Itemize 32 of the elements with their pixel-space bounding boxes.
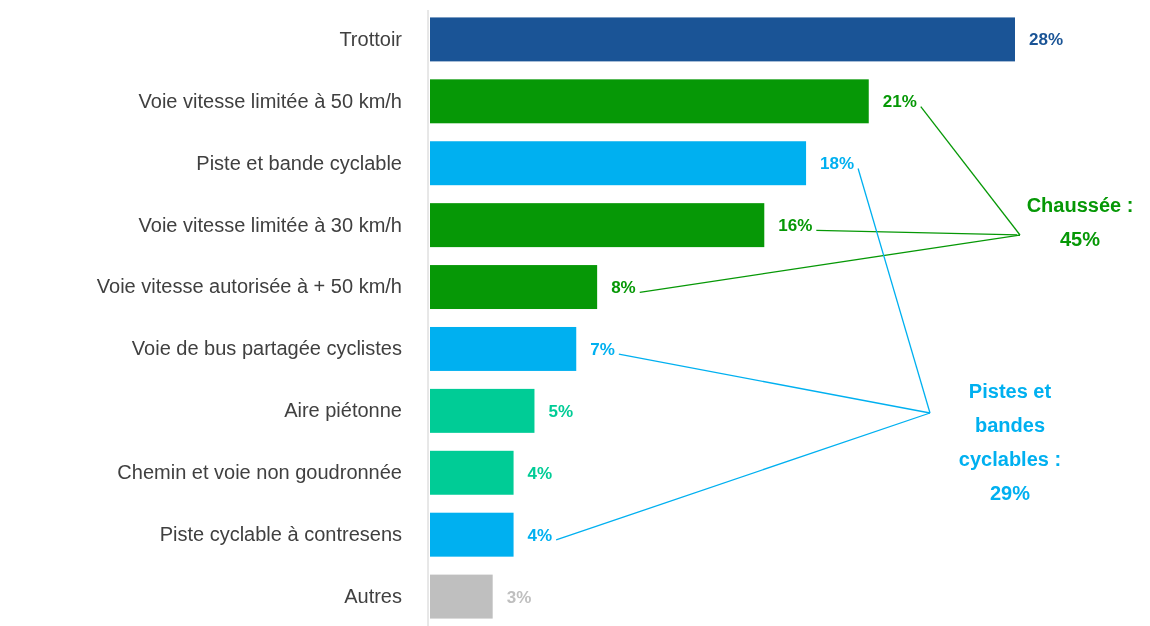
bar <box>430 326 577 371</box>
data-label: 7% <box>590 339 615 359</box>
data-label: 21% <box>882 92 917 112</box>
data-label: 5% <box>548 401 574 421</box>
bar <box>430 574 493 619</box>
bar <box>430 141 807 186</box>
y-tick-label: Aire piétonne <box>284 399 402 422</box>
data-label: 3% <box>506 587 532 607</box>
data-label: 16% <box>778 216 813 236</box>
data-label: 4% <box>527 463 553 483</box>
bar <box>430 79 869 124</box>
annotation: Pistes et bandes cyclables : 29% <box>958 380 1062 504</box>
data-label: 8% <box>611 278 636 298</box>
bar <box>430 512 514 557</box>
y-tick-label: Piste et bande cyclable <box>196 151 402 174</box>
y-tick-label: Autres <box>344 584 402 607</box>
y-tick-label: Trottoir <box>339 27 403 50</box>
bar <box>430 203 765 248</box>
data-label: 18% <box>820 154 855 174</box>
data-label: 28% <box>1029 30 1064 50</box>
y-tick-label: Voie vitesse autorisée à + 50 km/h <box>96 275 402 298</box>
bar <box>430 388 535 433</box>
y-tick-label: Piste cyclable à contresens <box>159 523 402 546</box>
bar <box>430 450 514 495</box>
y-tick-label: Voie vitesse limitée à 50 km/h <box>138 89 402 112</box>
text: Chaussée : 45% <box>1026 194 1134 250</box>
data-label: 4% <box>527 525 553 545</box>
bar <box>430 17 1015 62</box>
y-tick-label: Voie vitesse limitée à 30 km/h <box>138 213 402 236</box>
y-tick-label: Voie de bus partagée cyclistes <box>131 337 402 360</box>
y-tick-label: Chemin et voie non goudronnée <box>117 461 402 484</box>
bar <box>430 265 598 310</box>
